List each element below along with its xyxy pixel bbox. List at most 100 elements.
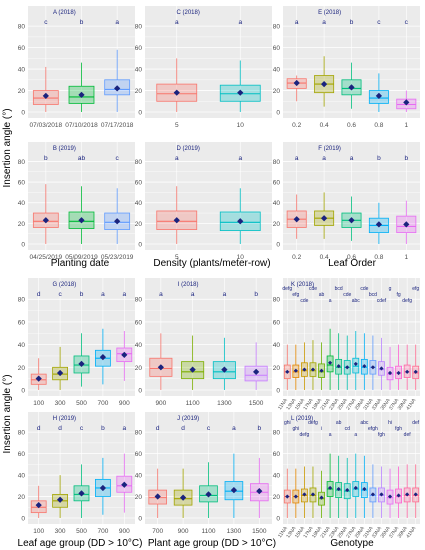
mean-marker	[189, 366, 196, 373]
mean-marker	[157, 364, 164, 371]
y-tick-label: 20	[135, 221, 143, 228]
y-tick-label: 20	[18, 494, 26, 501]
mean-marker	[293, 494, 298, 499]
significance-letter: b	[80, 291, 84, 298]
significance-letter: c	[44, 19, 48, 26]
x-tick-label: 0.4	[320, 254, 329, 261]
significance-letter: c	[207, 425, 211, 432]
y-tick-label: 40	[18, 200, 26, 207]
significance-letter: a	[322, 19, 326, 26]
y-tick-label: 60	[273, 45, 281, 52]
significance-letter: a	[350, 155, 354, 162]
mean-marker	[302, 367, 307, 372]
mean-marker	[179, 494, 187, 501]
significance-letter: b	[80, 19, 84, 26]
x-tick-label: 10	[237, 122, 245, 129]
y-tick-label: 20	[135, 494, 143, 501]
significance-letter: g	[389, 286, 392, 292]
mean-marker	[405, 492, 410, 497]
significance-letter: i	[321, 426, 322, 432]
mean-marker	[121, 481, 128, 488]
y-tick-label: 0	[138, 388, 142, 395]
mean-marker	[370, 365, 375, 370]
significance-letter: efg	[412, 286, 419, 292]
x-tick-label: 41NA	[405, 397, 417, 411]
mean-marker	[293, 216, 300, 223]
x-tick-label: 700	[152, 528, 163, 535]
mean-marker	[310, 367, 316, 372]
mean-marker	[320, 80, 328, 88]
x-tick-label: 04/25/2019	[30, 254, 63, 261]
significance-letter: defg	[282, 286, 292, 292]
mean-marker	[35, 502, 42, 509]
mean-marker	[237, 89, 244, 96]
panel-title: G (2018)	[53, 282, 77, 288]
mean-marker	[362, 364, 367, 369]
mean-marker	[302, 492, 307, 497]
mean-marker	[205, 491, 212, 498]
y-tick-label: 60	[273, 451, 281, 458]
y-tick-label: 20	[18, 221, 26, 228]
y-tick-label: 80	[135, 24, 143, 31]
panels: 0 20 40 60 80 c 07/03/2018 b 07/10/2018 a 07/17/20…	[18, 6, 420, 539]
panel-B: 0 20 40 60 80 b 04/25/2019 ab 05/09/2019 c 05/23/2…	[18, 142, 135, 261]
y-tick-label: 80	[135, 159, 143, 166]
significance-letter: b	[404, 155, 408, 162]
y-tick-label: 80	[18, 24, 26, 31]
x-tick-label: 05/09/2019	[65, 254, 98, 261]
mean-marker	[348, 84, 355, 91]
significance-letter: a	[223, 291, 227, 298]
significance-letter: a	[115, 19, 119, 26]
x-tick-label: 0.8	[374, 254, 383, 261]
panel-I: 0 20 40 60 80 a 900 a 1100 a 1300 b 1500 I (2018)	[135, 278, 272, 407]
significance-letter: abc	[360, 420, 369, 426]
panel-H: 0 20 40 60 80 d 100 d 300 c 500 b 700 a 900 H (2019)	[18, 412, 135, 535]
panel-A: 0 20 40 60 80 c 07/03/2018 b 07/10/2018 a 07/17/20…	[18, 6, 135, 129]
mean-marker	[328, 485, 333, 491]
significance-letter: a	[354, 432, 357, 438]
panel-title: J (2019)	[177, 416, 199, 422]
significance-letter: d	[181, 425, 185, 432]
y-tick-label: 40	[135, 200, 143, 207]
x-axis-title-planting-date: Planting date	[51, 258, 110, 269]
significance-letter: a	[101, 291, 105, 298]
panel-D: 0 20 40 60 80 a 5 a 10 D (2019)	[135, 142, 272, 261]
panel-K: 020406080defg11NAefg13NAcde15NAcde17NAab…	[273, 278, 420, 411]
y-tick-label: 80	[273, 430, 281, 437]
x-tick-label: 1100	[186, 400, 200, 407]
y-tick-label: 60	[18, 180, 26, 187]
y-tick-label: 40	[18, 473, 26, 480]
significance-letter: b	[257, 425, 261, 432]
mean-marker	[353, 361, 358, 366]
mean-marker	[230, 486, 238, 494]
significance-letter: a	[122, 425, 126, 432]
significance-letter: efg	[292, 292, 299, 298]
significance-letter: c	[58, 291, 62, 298]
y-tick-label: 20	[18, 88, 26, 95]
mean-marker	[221, 366, 228, 373]
x-tick-label: 0.2	[292, 254, 301, 261]
panel-background	[145, 6, 272, 118]
mean-marker	[336, 486, 341, 492]
significance-letter: a	[159, 291, 163, 298]
y-tick-label: 80	[135, 430, 143, 437]
y-tick-label: 0	[276, 110, 280, 117]
mean-marker	[78, 91, 85, 98]
significance-letter: bcd	[369, 292, 377, 298]
significance-letter: ab	[319, 292, 325, 298]
mean-marker	[310, 492, 316, 497]
x-axis-title-leaf-age: Leaf age group (DD > 10°C)	[18, 538, 143, 549]
mean-marker	[285, 369, 290, 374]
x-tick-label: 1100	[202, 528, 216, 535]
mean-marker	[173, 89, 180, 96]
y-tick-label: 60	[18, 451, 26, 458]
mean-marker	[348, 217, 355, 224]
x-tick-label: 1	[404, 254, 408, 261]
y-tick-label: 60	[18, 319, 26, 326]
x-tick-label: 0.2	[292, 122, 301, 129]
y-tick-label: 60	[273, 319, 281, 326]
y-tick-label: 40	[135, 342, 143, 349]
significance-letter: c	[116, 155, 120, 162]
mean-marker	[114, 85, 121, 92]
mean-marker	[413, 492, 418, 497]
